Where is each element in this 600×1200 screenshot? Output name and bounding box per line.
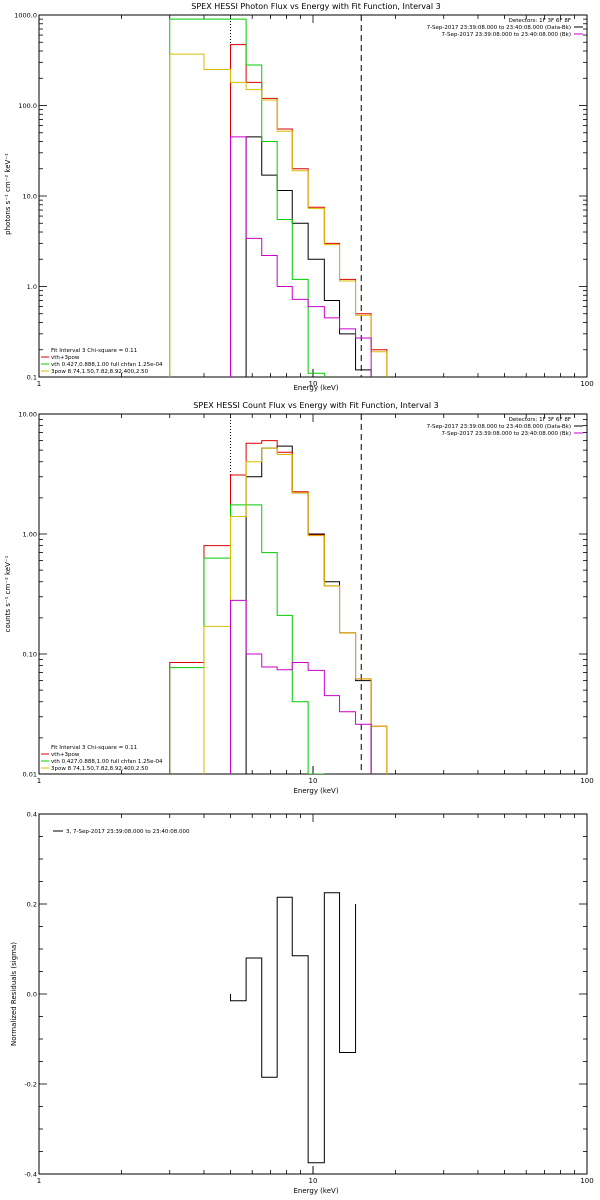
series-vth [169, 504, 325, 774]
x-tick-label: 10 [309, 777, 318, 785]
legend-bottom-left-entry: vth+3pow [51, 752, 80, 758]
count-flux-panel: SPEX HESSI Count Flux vs Energy with Fit… [4, 401, 594, 795]
legend-bottom-left-entry: 3pow 8.74,1.50,7.82,8.92,400,2.50 [51, 766, 149, 772]
series-bk [230, 136, 372, 377]
residuals-ylabel: Normalized Residuals (sigma) [10, 942, 18, 1046]
legend-top-right-entry: Detectors: 1F 3F 6F 8F [509, 417, 571, 423]
y-tick-label: 1000.0 [14, 12, 37, 20]
x-tick-label: 100 [580, 1177, 593, 1185]
y-tick-label: 1.00 [23, 531, 37, 539]
y-tick-label: 0.01 [23, 771, 37, 779]
y-tick-label: 10.00 [18, 411, 37, 419]
legend-bottom-left-entry: 3pow 8.74,1.50,7.82,8.92,400,2.50 [51, 369, 149, 375]
series-bk [230, 599, 372, 774]
y-tick-label: 0.2 [27, 901, 37, 909]
y-tick-label: 0.4 [27, 811, 37, 819]
legend-top-right-entry: 7-Sep-2017 23:39:08.000 to 23:40:08.000 … [427, 424, 571, 430]
legend-bottom-left-entry: vth 0.427,0.888,1.00 full chfan 1.25e-04 [51, 759, 163, 765]
y-tick-label: 0.10 [23, 651, 37, 659]
x-tick-label: 1 [37, 777, 41, 785]
legend-bottom-left-entry: vth 0.427,0.888,1.00 full chfan 1.25e-04 [51, 362, 163, 368]
x-tick-label: 10 [309, 1177, 318, 1185]
series-group [169, 440, 388, 774]
x-tick-label: 100 [580, 777, 593, 785]
photon-flux-panel: SPEX HESSI Photon Flux vs Energy with Fi… [4, 2, 594, 392]
series-vth [169, 18, 325, 377]
series-3pow [169, 53, 388, 377]
x-tick-label: 1 [37, 380, 41, 388]
x-tick-label: 100 [580, 380, 593, 388]
series-data-bk [245, 136, 372, 377]
legend-bottom-left-entry: Fit Interval 3 Chi-square = 0.11 [51, 745, 137, 751]
x-tick-label: 1 [37, 1177, 41, 1185]
series-group [230, 892, 357, 1164]
series-3pow [203, 447, 388, 774]
y-tick-label: -0.4 [24, 1171, 37, 1179]
x-tick-label: 10 [309, 380, 318, 388]
photon-flux-title: SPEX HESSI Photon Flux vs Energy with Fi… [191, 2, 441, 11]
y-tick-label: 0.0 [27, 991, 37, 999]
legend-bottom-left-entry: Fit Interval 3 Chi-square = 0.11 [51, 348, 137, 354]
legend-top-right-entry: 7-Sep-2017 23:39:08.000 to 23:40:08.000 … [442, 32, 572, 38]
count-flux-title: SPEX HESSI Count Flux vs Energy with Fit… [193, 401, 438, 410]
legend-top-left-entry: 3, 7-Sep-2017 23:39:08.000 to 23:40:08.0… [66, 829, 190, 835]
legend-bottom-left-entry: vth+3pow [51, 355, 80, 361]
y-tick-label: 100.0 [18, 102, 37, 110]
photon-flux-xlabel: Energy (keV) [293, 384, 338, 392]
series-group [169, 18, 388, 377]
residuals-xlabel: Energy (keV) [293, 1187, 338, 1195]
count-flux-ylabel: counts s⁻¹ cm⁻² keV⁻¹ [4, 555, 12, 632]
photon-flux-ylabel: photons s⁻¹ cm⁻² keV⁻¹ [4, 153, 12, 235]
y-tick-label: 10.0 [23, 193, 37, 201]
y-tick-label: 1.0 [27, 283, 37, 291]
y-tick-label: 0.1 [27, 374, 37, 382]
legend-top-right-entry: Detectors: 1F 3F 6F 8F [509, 18, 571, 24]
series-residuals [230, 892, 357, 1164]
residuals-panel: Energy (keV) Normalized Residuals (sigma… [10, 811, 594, 1196]
y-tick-label: -0.2 [24, 1081, 37, 1089]
count-flux-xlabel: Energy (keV) [293, 787, 338, 795]
legend-top-right-entry: 7-Sep-2017 23:39:08.000 to 23:40:08.000 … [442, 431, 572, 437]
legend-top-right-entry: 7-Sep-2017 23:39:08.000 to 23:40:08.000 … [427, 25, 571, 31]
